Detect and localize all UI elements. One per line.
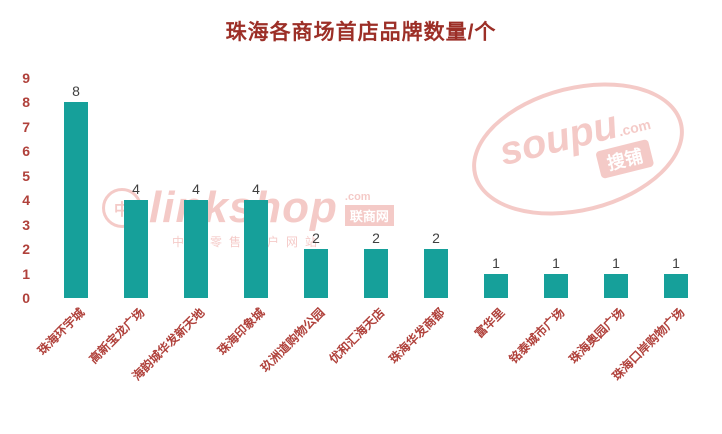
y-axis: 0 1 2 3 4 5 6 7 8 9 (0, 70, 38, 306)
y-axis-tick-label: 7 (22, 118, 30, 135)
y-axis-tick-label: 8 (22, 94, 30, 111)
bar-group: 4 高新宝龙广场 (86, 78, 166, 366)
bar (184, 200, 208, 298)
bar-value-label: 2 (372, 230, 380, 247)
bar-group: 1 珠海奥园广场 (566, 78, 646, 366)
y-axis-tick-label: 9 (22, 70, 30, 86)
x-axis-label: 珠海奥园广场 (566, 305, 628, 367)
bar (424, 249, 448, 298)
bar (484, 273, 508, 298)
bar-group: 8 珠海环宇城 (35, 78, 106, 358)
bar-group: 2 玖洲道购物公园 (258, 78, 346, 375)
bar-value-label: 2 (432, 230, 440, 247)
bar-group: 4 海韵城华发新天地 (130, 78, 226, 383)
bar (364, 249, 388, 298)
bar-group: 1 富华里 (466, 78, 526, 341)
y-axis-tick-label: 4 (22, 192, 30, 209)
y-axis-tick-label: 0 (22, 290, 30, 306)
bar (544, 273, 568, 298)
bar-group: 2 珠海华发商都 (386, 78, 466, 366)
chart-title: 珠海各商场首店品牌数量/个 (225, 21, 497, 44)
y-axis-tick-label: 5 (22, 167, 30, 184)
bar-value-label: 2 (312, 230, 320, 247)
x-axis-label: 珠海环宇城 (34, 305, 88, 358)
bar (664, 273, 688, 298)
bar-group: 1 珠海口岸购物广场 (610, 78, 706, 383)
y-axis-tick-label: 1 (22, 265, 30, 282)
bar (244, 200, 268, 298)
bar (304, 249, 328, 298)
bar-value-label: 1 (492, 254, 500, 271)
bar (64, 102, 88, 298)
bar-value-label: 4 (192, 181, 200, 198)
bar-value-label: 1 (672, 254, 680, 271)
bar (124, 200, 148, 298)
y-axis-tick-label: 2 (22, 241, 30, 258)
x-axis-label: 优和汇海天店 (326, 305, 388, 367)
x-axis-label: 高新宝龙广场 (86, 305, 148, 367)
bar-value-label: 4 (132, 181, 140, 198)
x-axis-label: 富华里 (471, 305, 508, 341)
bar-value-label: 1 (552, 254, 560, 271)
bar-value-label: 8 (72, 83, 80, 100)
bar-group: 2 优和汇海天店 (326, 78, 406, 366)
bar-value-label: 1 (612, 254, 620, 271)
plot-area: 8 珠海环宇城 4 高新宝龙广场 4 海韵城华发新天地 4 珠海印象城 2 玖洲道购物公园 2 优和汇… (35, 78, 706, 383)
bar-group: 4 珠海印象城 (215, 78, 286, 358)
bar-group: 1 铭泰城市广场 (506, 78, 586, 366)
y-axis-tick-label: 3 (22, 216, 30, 233)
x-axis-label: 珠海印象城 (214, 305, 268, 358)
x-axis-label: 铭泰城市广场 (506, 305, 568, 367)
y-axis-tick-label: 6 (22, 143, 30, 160)
x-axis-label: 珠海华发商都 (386, 305, 448, 367)
bar-value-label: 4 (252, 181, 260, 198)
bar (604, 273, 628, 298)
